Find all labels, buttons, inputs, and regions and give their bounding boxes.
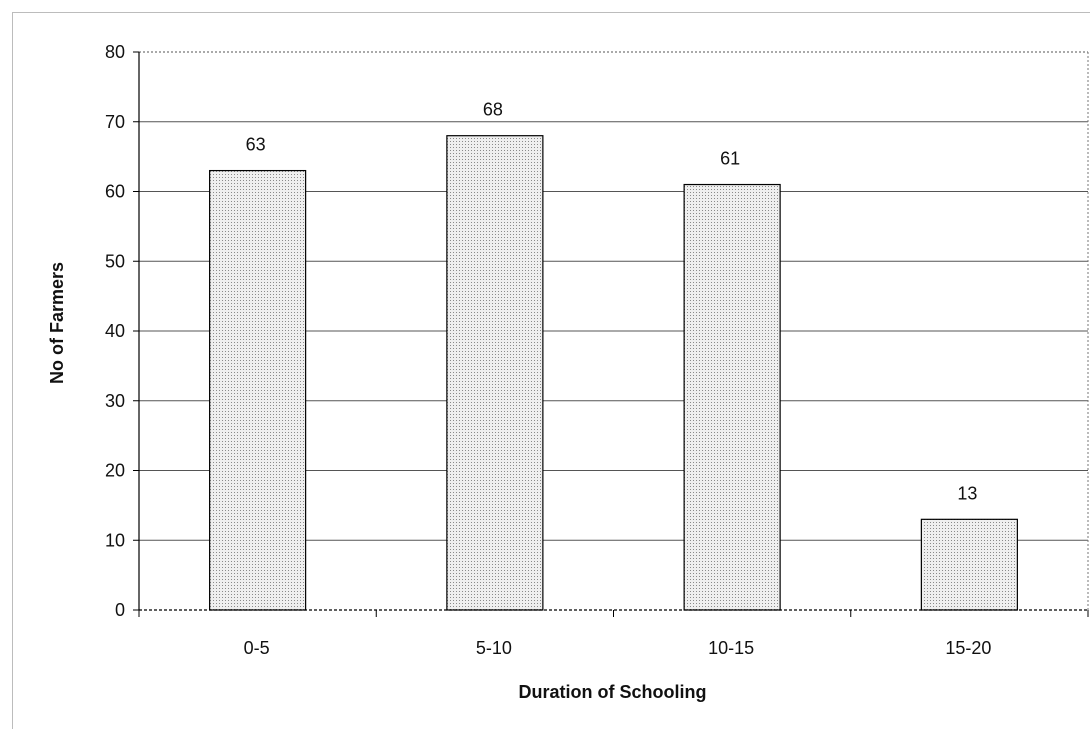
gridlines (139, 51, 1088, 541)
y-axis-title: No of Farmers (47, 262, 67, 384)
y-tick-label: 0 (115, 600, 125, 620)
data-label: 68 (483, 100, 503, 120)
y-tick-label: 70 (105, 112, 125, 132)
y-tick-label: 40 (105, 321, 125, 341)
y-tick-label: 30 (105, 391, 125, 411)
labels: 0 10 20 30 40 50 60 70 80 63 0-5 68 5-10 61 10-15 13 15-… (105, 42, 991, 658)
data-label: 63 (246, 135, 266, 155)
x-tick-label: 0-5 (244, 638, 270, 658)
chart-frame (12, 12, 1090, 729)
x-tick-label: 15-20 (945, 638, 991, 658)
data-label: 61 (720, 149, 740, 169)
bar-0-5 (209, 169, 307, 611)
y-tick-label: 50 (105, 251, 125, 271)
y-tick-label: 20 (105, 461, 125, 481)
x-tick-label: 5-10 (476, 638, 512, 658)
bar-5-10 (446, 135, 544, 611)
bar-10-15 (683, 183, 781, 611)
y-tick-label: 60 (105, 182, 125, 202)
y-tick-label: 10 (105, 530, 125, 550)
data-label: 13 (957, 483, 977, 503)
x-axis-title: Duration of Schooling (519, 682, 707, 702)
axes (133, 51, 1089, 617)
bar-15-20 (920, 518, 1018, 611)
bars (209, 135, 1018, 611)
x-tick-label: 10-15 (708, 638, 754, 658)
y-tick-label: 80 (105, 42, 125, 62)
